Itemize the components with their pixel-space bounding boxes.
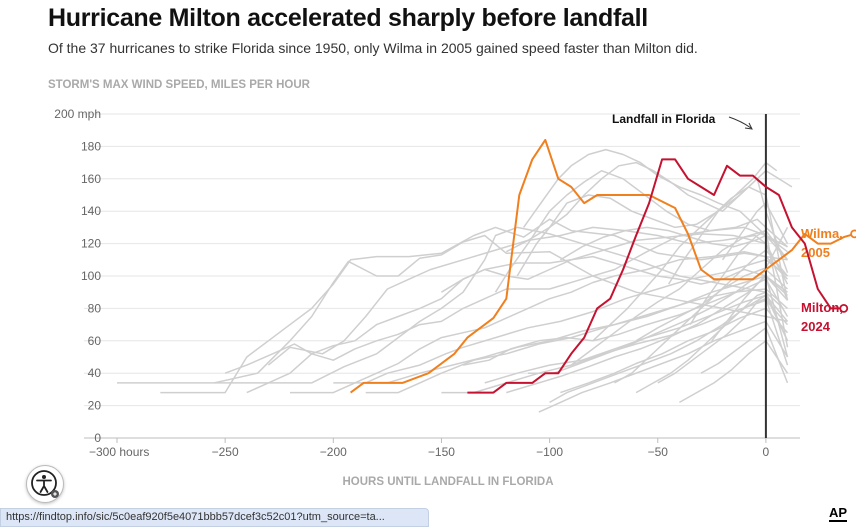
hurricane-line xyxy=(117,226,784,384)
landfall-arrowhead xyxy=(744,122,753,130)
hurricane-line xyxy=(592,186,789,342)
hurricane-line xyxy=(505,161,793,253)
series-label-name: Wilma, xyxy=(801,226,843,241)
x-tick-label: −300 hours xyxy=(89,445,149,459)
hurricane-line xyxy=(214,234,788,384)
series-endpoint xyxy=(850,229,856,239)
hurricane-line xyxy=(635,227,789,342)
gridlines xyxy=(84,113,800,439)
x-tick-label: −150 xyxy=(428,445,455,459)
x-tick-label: −250 xyxy=(212,445,239,459)
page-title: Hurricane Milton accelerated sharply bef… xyxy=(48,4,648,32)
landfall-label: Landfall in Florida xyxy=(612,112,716,126)
hurricane-line xyxy=(333,259,788,384)
y-tick-label: 80 xyxy=(88,301,102,315)
y-tick-label: 100 xyxy=(81,269,101,283)
accessibility-icon xyxy=(31,470,59,498)
hurricane-line xyxy=(538,320,789,413)
x-tick-label: −200 xyxy=(320,445,347,459)
hurricane-line xyxy=(560,226,788,261)
accessibility-button[interactable] xyxy=(26,465,64,503)
y-tick-label: 140 xyxy=(81,204,101,218)
hurricane-line xyxy=(387,275,788,384)
hurricane-line xyxy=(570,229,789,366)
ap-credit-logo: AP xyxy=(829,505,848,522)
y-tick-label: 60 xyxy=(88,334,102,348)
hurricane-line xyxy=(267,226,789,366)
status-bar-url: https://findtop.info/sic/5c0eaf920f5e407… xyxy=(0,508,429,527)
x-tick-label: −50 xyxy=(648,445,669,459)
hurricane-line xyxy=(549,294,789,404)
y-axis-ticks: 200 mph 180 160 140 120 100 80 60 40 20 0 xyxy=(54,107,101,445)
hurricane-line xyxy=(290,250,789,394)
hurricane-line xyxy=(494,169,789,293)
series-line-milton xyxy=(467,158,844,394)
hurricane-line xyxy=(635,291,789,394)
hurricane-line xyxy=(657,297,789,384)
hurricane-line xyxy=(560,307,789,394)
hurricane-line xyxy=(462,278,789,366)
series-label-year: 2024 xyxy=(801,319,831,334)
landfall-arrow xyxy=(728,116,752,129)
y-tick-label: 0 xyxy=(94,431,101,445)
y-tick-label: 40 xyxy=(88,366,102,380)
hurricane-line xyxy=(522,148,789,261)
y-tick-label: 20 xyxy=(88,399,102,413)
x-axis-ticks: −300 hours −250 −200 −150 −100 −50 0 xyxy=(89,438,770,459)
landfall-marker: Landfall in Florida xyxy=(612,112,767,438)
series-line-wilma xyxy=(350,138,855,394)
units-label: STORM'S MAX WIND SPEED, MILES PER HOUR xyxy=(48,79,310,91)
page-subtitle: Of the 37 hurricanes to strike Florida s… xyxy=(48,40,698,56)
y-tick-label: 180 xyxy=(81,139,101,153)
x-axis-label: HOURS UNTIL LANDFALL IN FLORIDA xyxy=(342,476,553,488)
y-tick-label: 200 mph xyxy=(54,107,101,121)
hurricane-line xyxy=(721,202,789,261)
y-tick-label: 160 xyxy=(81,172,101,186)
hurricane-line xyxy=(711,275,789,358)
other-hurricanes-lines xyxy=(117,148,793,413)
hurricane-line xyxy=(516,178,789,277)
x-tick-label: −100 xyxy=(536,445,563,459)
y-tick-label: 120 xyxy=(81,237,101,251)
hurricane-line xyxy=(667,161,778,285)
series-label-name: Milton, xyxy=(801,300,843,315)
hurricane-line xyxy=(224,226,788,374)
x-tick-label: 0 xyxy=(763,445,770,459)
hurricane-line xyxy=(700,327,789,384)
hurricane-line xyxy=(441,255,789,296)
series-endpoint xyxy=(839,303,849,313)
